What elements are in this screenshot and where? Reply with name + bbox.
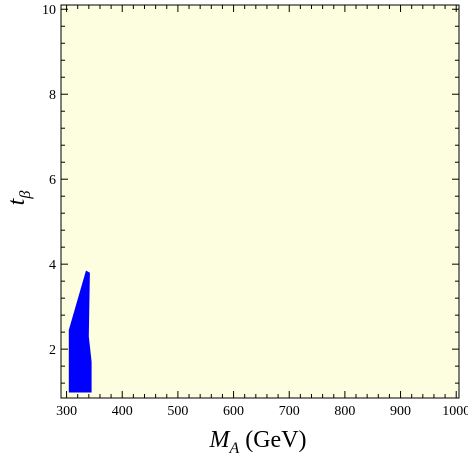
x-tick-label: 400 (112, 404, 133, 419)
x-tick-label: 300 (56, 404, 77, 419)
y-tick-label: 6 (49, 173, 56, 188)
plot-background (61, 5, 459, 398)
x-tick-label: 800 (334, 404, 355, 419)
excluded-region (68, 270, 92, 393)
y-tick-labels: 2 4 6 8 10 (42, 3, 56, 358)
x-tick-label: 700 (279, 404, 300, 419)
x-tick-label: 900 (390, 404, 411, 419)
y-tick-label: 10 (42, 3, 56, 18)
x-tick-label: 500 (167, 404, 188, 419)
y-tick-label: 4 (49, 258, 56, 273)
x-tick-labels: 300 400 500 600 700 800 900 1000 (56, 404, 468, 419)
excluded-regions (68, 270, 92, 393)
x-tick-label: 1000 (442, 404, 468, 419)
x-tick-label: 600 (223, 404, 244, 419)
y-tick-label: 2 (49, 343, 56, 358)
x-axis-label: MA (GeV) (208, 427, 306, 457)
y-axis-label: tβ (4, 191, 34, 206)
axis-ticks (61, 5, 459, 398)
y-tick-label: 8 (49, 88, 56, 103)
plot-frame (60, 4, 460, 399)
